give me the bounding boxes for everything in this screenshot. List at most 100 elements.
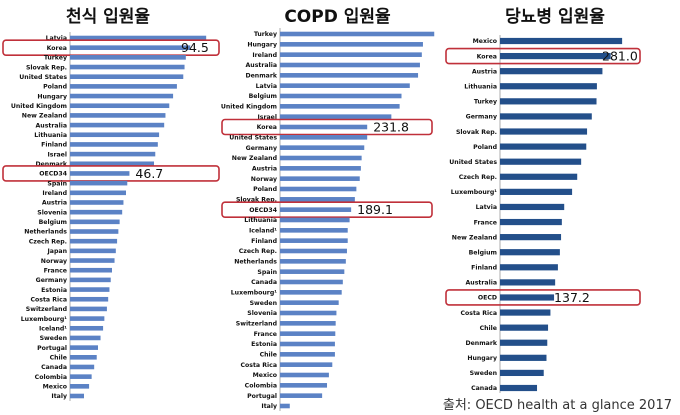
category-label: Chile xyxy=(260,352,277,359)
bar xyxy=(280,176,360,181)
bar xyxy=(70,306,107,312)
category-label: Luxembourg¹ xyxy=(21,316,68,323)
bar xyxy=(500,369,544,377)
bar xyxy=(70,219,120,225)
category-label: Switzerland xyxy=(236,321,277,328)
category-label: Israel xyxy=(257,114,277,121)
category-label: Ireland xyxy=(252,52,277,59)
category-label: New Zealand xyxy=(22,113,67,120)
data-label: 137.2 xyxy=(554,290,590,305)
highlight-box xyxy=(445,289,641,306)
category-label: Estonia xyxy=(251,341,277,348)
category-label: Hungary xyxy=(247,42,277,49)
bar xyxy=(500,309,551,316)
category-label: Netherlands xyxy=(234,259,277,266)
source-note: 출처: OECD health at a glance 2017 xyxy=(442,398,672,413)
category-label: Mexico xyxy=(473,38,497,45)
category-label: Slovak Rep. xyxy=(236,197,277,204)
category-label: Netherlands xyxy=(24,229,67,236)
bar xyxy=(500,294,555,301)
bar xyxy=(70,132,160,138)
bar xyxy=(70,393,84,399)
bar xyxy=(70,374,92,379)
bar xyxy=(500,339,548,346)
category-label: Estonia xyxy=(41,287,67,294)
bar xyxy=(70,325,104,331)
data-label: 94.5 xyxy=(181,40,209,55)
bar xyxy=(500,158,582,165)
category-label: Hungary xyxy=(37,93,67,100)
category-label: Iceland¹ xyxy=(39,326,67,333)
category-label: France xyxy=(254,331,277,338)
category-label: Costa Rica xyxy=(241,362,278,369)
bar xyxy=(70,190,126,196)
bar xyxy=(70,151,156,157)
bar xyxy=(280,238,348,243)
bar xyxy=(70,258,115,263)
bar xyxy=(280,73,419,78)
bar xyxy=(70,142,158,147)
category-label: Sweden xyxy=(470,370,497,377)
bar xyxy=(500,113,592,120)
bar xyxy=(500,68,603,75)
bar xyxy=(500,264,558,271)
category-label: Hungary xyxy=(467,355,497,362)
bar xyxy=(500,324,549,331)
category-label: Germany xyxy=(466,114,497,121)
highlight-box xyxy=(221,118,433,136)
bar xyxy=(280,403,290,409)
bar xyxy=(70,335,101,341)
bar xyxy=(280,145,365,150)
category-label: Denmark xyxy=(35,161,67,168)
category-label: Belgium xyxy=(39,219,67,226)
category-label: Ireland xyxy=(42,190,67,197)
bar xyxy=(280,166,361,171)
category-label: Mexico xyxy=(43,384,67,391)
category-label: Luxembourg¹ xyxy=(451,189,498,196)
bar xyxy=(280,52,422,57)
bar xyxy=(70,200,124,205)
category-label: Norway xyxy=(251,176,277,183)
bar xyxy=(70,316,105,321)
bar xyxy=(500,173,578,180)
bar xyxy=(280,155,362,161)
chart-title-diabetes: 당뇨병 입원율 xyxy=(505,7,605,27)
bar xyxy=(70,180,128,186)
data-label: 231.8 xyxy=(373,120,409,135)
category-label: Slovenia xyxy=(247,310,277,317)
category-label: OECD xyxy=(478,295,497,302)
category-label: Czech Rep. xyxy=(239,248,277,255)
bar xyxy=(70,103,170,109)
category-label: Australia xyxy=(246,62,277,69)
bar xyxy=(500,249,560,256)
category-label: Chile xyxy=(480,325,497,332)
bar xyxy=(280,300,339,305)
category-label: Belgium xyxy=(249,93,277,100)
bar xyxy=(280,217,350,223)
category-label: Turkey xyxy=(474,99,497,106)
bar xyxy=(280,93,402,99)
bar xyxy=(70,84,177,89)
category-label: Austria xyxy=(472,68,497,75)
bar xyxy=(70,35,207,41)
bar xyxy=(280,393,323,398)
category-label: Denmark xyxy=(245,73,277,80)
bar xyxy=(70,364,95,370)
bar xyxy=(70,248,116,254)
category-label: Costa Rica xyxy=(31,296,68,303)
bar xyxy=(280,114,392,119)
bar xyxy=(500,218,562,226)
chart-title-asthma: 천식 입원율 xyxy=(65,7,151,27)
category-label: Korea xyxy=(477,53,497,60)
category-label: Chile xyxy=(50,355,67,362)
bar xyxy=(70,64,185,70)
bar xyxy=(70,113,166,118)
bar xyxy=(280,321,336,326)
category-label: Turkey xyxy=(44,55,67,62)
category-label: Finland xyxy=(41,142,67,149)
category-label: United States xyxy=(229,135,277,142)
category-label: Finland xyxy=(471,265,497,272)
category-label: Lithuania xyxy=(244,217,277,224)
category-label: New Zealand xyxy=(232,155,277,162)
category-label: Colombia xyxy=(35,374,67,381)
